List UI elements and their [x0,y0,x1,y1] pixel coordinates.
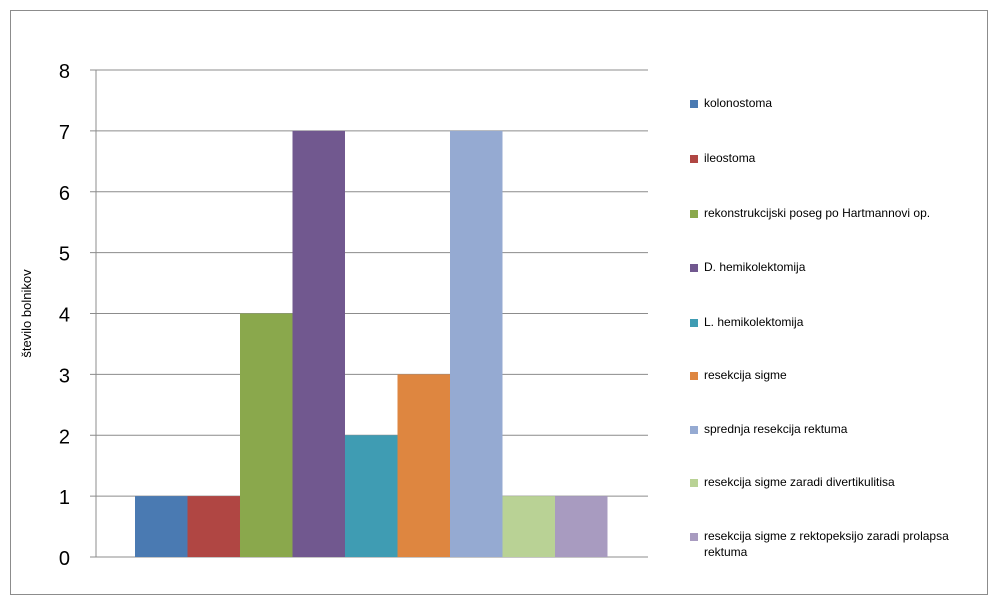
legend-swatch [690,426,698,434]
y-tick-label: 6 [59,183,70,205]
legend-label: ileostoma [704,151,756,165]
y-tick-label: 2 [59,426,70,448]
y-tick-label: 0 [59,548,70,570]
bar-3 [240,313,293,557]
legend-item: rekonstrukcijski poseg po Hartmannovi op… [690,205,964,221]
bar-1 [135,496,188,557]
bar-5 [345,435,398,557]
legend-swatch [690,533,698,541]
legend-item: ileostoma [690,150,964,166]
legend-item: kolonostoma [690,95,964,111]
bar-9 [555,496,608,557]
y-tick-label: 5 [59,244,70,266]
y-tick-label: 1 [59,487,70,509]
y-tick-label: 8 [59,61,70,83]
y-tick-label: 7 [59,122,70,144]
bar-2 [187,496,240,557]
bar-6 [397,374,450,557]
bar-7 [450,130,503,557]
legend-item: resekcija sigme [690,367,964,383]
legend-label: rekonstrukcijski poseg po Hartmannovi op… [704,206,931,220]
legend-item: sprednja resekcija rektuma [690,421,964,437]
legend-swatch [690,264,698,272]
legend-label: kolonostoma [704,96,773,110]
legend-swatch [690,210,698,218]
bar-8 [502,496,555,557]
legend-swatch [690,479,698,487]
legend-label: resekcija sigme zaradi divertikulitisa [704,475,895,489]
legend-swatch [690,372,698,380]
chart-legend: kolonostoma ileostoma rekonstrukcijski pos… [690,0,990,587]
legend-swatch [690,100,698,108]
y-tick-label: 3 [59,365,70,387]
legend-item: L. hemikolektomija [690,314,964,330]
legend-label: L. hemikolektomija [704,315,804,329]
y-tick-label: 4 [59,305,70,327]
legend-item: resekcija sigme zaradi divertikulitisa [690,474,964,490]
legend-label: D. hemikolektomija [704,260,806,274]
y-axis-label: število bolnikov [19,269,34,358]
legend-swatch [690,319,698,327]
legend-item: D. hemikolektomija [690,259,964,275]
legend-label: resekcija sigme z rektopeksijo zaradi pr… [704,529,949,559]
legend-swatch [690,155,698,163]
legend-item: resekcija sigme z rektopeksijo zaradi pr… [690,528,964,560]
legend-label: resekcija sigme [704,368,787,382]
bar-4 [292,130,345,557]
legend-label: sprednja resekcija rektuma [704,422,848,436]
